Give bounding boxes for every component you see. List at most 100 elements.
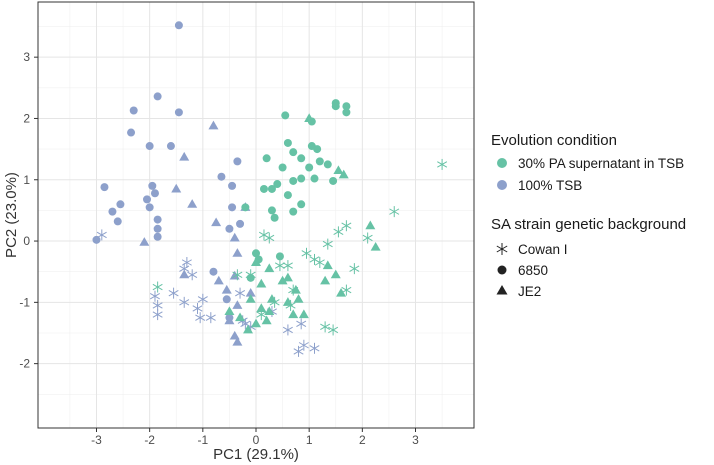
point-je2 — [256, 278, 267, 288]
point-6850 — [166, 142, 175, 151]
point-6850 — [228, 203, 237, 212]
point-cowan-i — [258, 229, 269, 241]
point-je2 — [264, 263, 275, 273]
x-tick-label: 3 — [412, 433, 419, 447]
point-cowan-i — [293, 345, 304, 357]
point-je2 — [251, 318, 261, 328]
point-6850 — [148, 181, 157, 190]
point-6850 — [153, 92, 162, 101]
y-axis-title: PC2 (23.0%) — [3, 172, 20, 258]
point-je2 — [245, 294, 256, 303]
point-je2 — [224, 315, 235, 325]
point-cowan-i — [296, 318, 307, 330]
point-je2 — [224, 306, 235, 316]
legend-key-6850-circle-icon — [497, 265, 507, 275]
point-6850 — [209, 267, 218, 276]
point-6850 — [225, 224, 234, 233]
point-je2 — [370, 241, 381, 251]
point-je2 — [333, 165, 344, 175]
point-je2 — [304, 113, 315, 122]
point-cowan-i — [282, 324, 293, 336]
point-6850 — [278, 163, 287, 172]
point-cowan-i — [256, 309, 267, 321]
point-6850 — [217, 172, 226, 181]
point-6850 — [113, 217, 122, 226]
y-tick-label: 0 — [23, 234, 30, 248]
point-6850 — [267, 206, 276, 215]
point-6850 — [92, 235, 101, 244]
point-6850 — [315, 157, 324, 166]
point-6850 — [270, 213, 279, 222]
point-je2 — [221, 284, 232, 294]
point-cowan-i — [333, 226, 344, 238]
point-cowan-i — [187, 269, 198, 281]
point-6850 — [297, 174, 306, 183]
point-6850 — [273, 180, 282, 189]
point-6850 — [116, 200, 125, 209]
point-6850 — [259, 184, 268, 193]
point-cowan-i — [288, 284, 299, 296]
legend-key-cowan-asterisk-icon — [496, 243, 508, 255]
x-tick-label: -2 — [144, 433, 155, 447]
point-cowan-i — [152, 281, 163, 293]
point-6850 — [281, 111, 290, 120]
point-cowan-i — [205, 312, 216, 324]
legend-label-cowan: Cowan I — [518, 242, 568, 257]
point-cowan-i — [168, 287, 179, 299]
point-6850 — [236, 219, 245, 228]
point-je2 — [232, 336, 243, 346]
point-je2 — [322, 260, 333, 270]
shape-legend-title: SA strain genetic background — [491, 216, 686, 233]
point-cowan-i — [269, 296, 280, 308]
x-axis-ticks: -3 -2 -1 0 1 2 3 — [91, 428, 419, 447]
point-cowan-i — [298, 339, 309, 351]
point-6850 — [100, 183, 109, 192]
point-je2 — [298, 309, 309, 319]
point-6850 — [267, 184, 276, 193]
point-cowan-i — [301, 247, 312, 259]
y-tick-label: 3 — [23, 50, 30, 64]
point-cowan-i — [309, 342, 320, 354]
point-je2 — [139, 237, 150, 246]
point-cowan-i — [245, 269, 256, 281]
point-je2 — [293, 294, 304, 303]
point-je2 — [171, 183, 182, 193]
point-6850 — [331, 102, 340, 111]
point-je2 — [243, 324, 254, 334]
x-tick-label: -1 — [197, 433, 208, 447]
x-tick-label: 2 — [359, 433, 366, 447]
point-6850 — [283, 138, 292, 147]
point-6850 — [108, 207, 117, 216]
point-cowan-i — [328, 324, 339, 336]
y-tick-label: -2 — [19, 357, 30, 371]
data-points — [92, 21, 448, 357]
point-6850 — [145, 142, 154, 151]
point-je2 — [179, 151, 190, 161]
point-je2 — [245, 287, 256, 297]
legend-key-pa-supernatant — [497, 158, 507, 168]
point-je2 — [330, 269, 341, 279]
point-je2 — [187, 199, 198, 208]
point-6850 — [150, 189, 159, 198]
point-cowan-i — [192, 302, 203, 314]
point-6850 — [129, 106, 138, 115]
point-6850 — [297, 154, 306, 163]
point-je2 — [365, 220, 376, 230]
point-cowan-i — [341, 284, 352, 296]
point-6850 — [283, 191, 292, 200]
major-gridlines — [38, 2, 474, 428]
point-cowan-i — [96, 229, 107, 241]
legend-key-je2-triangle-icon — [496, 285, 508, 295]
point-cowan-i — [274, 260, 285, 272]
point-cowan-i — [314, 257, 325, 269]
point-cowan-i — [437, 158, 448, 170]
point-cowan-i — [285, 299, 296, 311]
color-legend-title: Evolution condition — [491, 132, 617, 149]
x-tick-label: 0 — [253, 433, 260, 447]
point-6850 — [342, 102, 351, 111]
point-je2 — [338, 169, 349, 179]
point-je2 — [208, 120, 219, 130]
point-je2 — [256, 303, 267, 312]
point-cowan-i — [235, 287, 246, 299]
